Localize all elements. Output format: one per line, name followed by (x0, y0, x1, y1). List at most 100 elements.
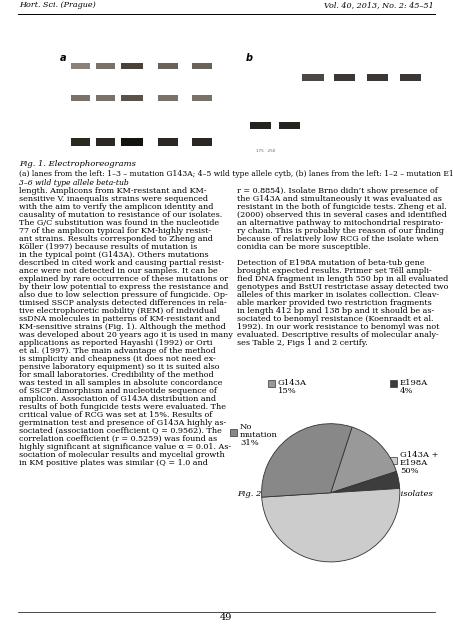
Text: able marker provided two restriction fragments: able marker provided two restriction fra… (237, 299, 432, 307)
Text: genotypes and BstUI restrictase assay detected two: genotypes and BstUI restrictase assay de… (237, 283, 448, 291)
Bar (192, 138, 212, 146)
Text: results of both fungicide tests were evaluated. The: results of both fungicide tests were eva… (19, 403, 226, 411)
Text: (a) lanes from the left: 1–3 – mutation G143A; 4–5 wild type allele cytb, (b) la: (a) lanes from the left: 1–3 – mutation … (19, 170, 453, 178)
Text: 50%: 50% (400, 467, 419, 475)
Text: an alternative pathway to mitochondrial respirato-: an alternative pathway to mitochondrial … (237, 219, 443, 227)
Text: tive electrophoretic mobility (REM) of individual: tive electrophoretic mobility (REM) of i… (19, 307, 217, 315)
Text: 77 of the amplicon typical for KM-highly resist-: 77 of the amplicon typical for KM-highly… (19, 227, 211, 235)
Text: b: b (246, 52, 253, 63)
Text: sociation of molecular results and mycelial growth: sociation of molecular results and mycel… (19, 451, 225, 459)
Wedge shape (331, 427, 396, 493)
Bar (192, 63, 212, 70)
Text: explained by rare occurrence of these mutations or: explained by rare occurrence of these mu… (19, 275, 228, 283)
Text: mutation: mutation (240, 431, 278, 439)
Text: was developed about 20 years ago it is used in many: was developed about 20 years ago it is u… (19, 331, 233, 339)
Text: amplicon. Association of G143A distribution and: amplicon. Association of G143A distribut… (19, 395, 216, 403)
Text: sociated to benomyl resistance (Koenraadt et al.: sociated to benomyl resistance (Koenraad… (237, 315, 434, 323)
Bar (303, 74, 324, 81)
Text: fied DNA fragment in length 550 bp in all evaluated: fied DNA fragment in length 550 bp in al… (237, 275, 448, 283)
Text: ses Table 2, Figs 1 and 2 certify.: ses Table 2, Figs 1 and 2 certify. (237, 339, 368, 347)
Wedge shape (262, 488, 400, 562)
Text: sensitive V. inaequalis strains were sequenced: sensitive V. inaequalis strains were seq… (19, 195, 208, 203)
Text: 31%: 31% (240, 439, 259, 447)
Text: in KM positive plates was similar (Q = 1.0 and: in KM positive plates was similar (Q = 1… (19, 459, 208, 467)
Text: KM-sensitive strains (Fig. 1). Although the method: KM-sensitive strains (Fig. 1). Although … (19, 323, 226, 331)
Text: r = 0.8854). Isolate Brno didn’t show presence of: r = 0.8854). Isolate Brno didn’t show pr… (237, 187, 438, 195)
Bar (192, 95, 212, 101)
Text: ry chain. This is probably the reason of our finding: ry chain. This is probably the reason of… (237, 227, 444, 235)
Text: is simplicity and cheapness (it does not need ex-: is simplicity and cheapness (it does not… (19, 355, 216, 363)
Bar (400, 74, 421, 81)
Text: correlation coefficient (r = 0.5259) was found as: correlation coefficient (r = 0.5259) was… (19, 435, 217, 443)
Bar (121, 63, 143, 70)
Text: 15%: 15% (278, 387, 297, 395)
Text: 4%: 4% (400, 387, 414, 395)
Text: by their low potential to express the resistance and: by their low potential to express the re… (19, 283, 228, 291)
Text: ance were not detected in our samples. It can be: ance were not detected in our samples. I… (19, 267, 218, 275)
Text: for small laboratories. Credibility of the method: for small laboratories. Credibility of t… (19, 371, 214, 379)
Text: in length 412 bp and 138 bp and it should be as-: in length 412 bp and 138 bp and it shoul… (237, 307, 434, 315)
Text: Fig. 1. Electrophoreograms: Fig. 1. Electrophoreograms (19, 160, 136, 168)
Bar (96, 63, 115, 70)
Text: Hort. Sci. (Prague): Hort. Sci. (Prague) (19, 1, 96, 9)
Text: germination test and presence of G143A highly as-: germination test and presence of G143A h… (19, 419, 226, 427)
Text: because of relatively low RCG of the isolate when: because of relatively low RCG of the iso… (237, 235, 439, 243)
Text: ssDNA molecules in patterns of KM-resistant and: ssDNA molecules in patterns of KM-resist… (19, 315, 220, 323)
Text: 1992). In our work resistance to benomyl was not: 1992). In our work resistance to benomyl… (237, 323, 439, 331)
Bar (121, 138, 143, 146)
Text: No: No (240, 423, 252, 431)
Text: E198A: E198A (400, 459, 428, 467)
Text: Detection of E198A mutation of beta-tub gene: Detection of E198A mutation of beta-tub … (237, 259, 424, 267)
Text: evaluated. Descriptive results of molecular analy-: evaluated. Descriptive results of molecu… (237, 331, 439, 339)
Text: length. Amplicons from KM-resistant and KM-: length. Amplicons from KM-resistant and … (19, 187, 207, 195)
Text: Köller (1997) because results of mutation is: Köller (1997) because results of mutatio… (19, 243, 197, 251)
Text: Fig. 2. Distribution of mutation within isolates: Fig. 2. Distribution of mutation within … (237, 490, 433, 498)
Text: brought expected results. Primer set Téll ampli-: brought expected results. Primer set Tél… (237, 267, 432, 275)
Text: G143A: G143A (278, 379, 307, 387)
Wedge shape (331, 472, 400, 493)
Bar (366, 74, 388, 81)
Text: resistant in the both of fungicide tests. Zheng et al.: resistant in the both of fungicide tests… (237, 203, 447, 211)
Text: Vol. 40, 2013, No. 2: 45–51: Vol. 40, 2013, No. 2: 45–51 (324, 1, 434, 9)
Text: causality of mutation to resistance of our isolates.: causality of mutation to resistance of o… (19, 211, 222, 219)
Bar (71, 95, 90, 101)
Bar (71, 138, 90, 146)
Text: a: a (59, 52, 66, 63)
Text: (2000) observed this in several cases and identified: (2000) observed this in several cases an… (237, 211, 447, 219)
Bar (390, 380, 397, 387)
Text: described in cited work and causing partial resist-: described in cited work and causing part… (19, 259, 224, 267)
Text: in the typical point (G143A). Others mutations: in the typical point (G143A). Others mut… (19, 251, 209, 259)
Bar (333, 74, 355, 81)
Text: conidia can be more susceptible.: conidia can be more susceptible. (237, 243, 371, 251)
Text: 49: 49 (220, 613, 232, 622)
Text: of SSCP dimorphism and nucleotide sequence of: of SSCP dimorphism and nucleotide sequen… (19, 387, 217, 395)
Bar (71, 63, 90, 70)
Bar (390, 457, 397, 464)
Text: E198A: E198A (400, 379, 428, 387)
Text: timised SSCP analysis detected differences in rela-: timised SSCP analysis detected differenc… (19, 299, 227, 307)
Bar (96, 138, 115, 146)
Text: was tested in all samples in absolute concordance: was tested in all samples in absolute co… (19, 379, 222, 387)
Bar (158, 138, 178, 146)
Bar (230, 429, 237, 436)
Text: et al. (1997). The main advantage of the method: et al. (1997). The main advantage of the… (19, 347, 216, 355)
Text: critical value of RCG was set at 15%. Results of: critical value of RCG was set at 15%. Re… (19, 411, 212, 419)
Text: with the aim to verify the amplicon identity and: with the aim to verify the amplicon iden… (19, 203, 213, 211)
Text: applications as reported Hayashi (1992) or Orti: applications as reported Hayashi (1992) … (19, 339, 212, 347)
Text: alleles of this marker in isolates collection. Cleav-: alleles of this marker in isolates colle… (237, 291, 439, 299)
Text: the G143A and simultaneously it was evaluated as: the G143A and simultaneously it was eval… (237, 195, 442, 203)
Text: 3–6 wild type allele beta-tub: 3–6 wild type allele beta-tub (19, 179, 129, 187)
Text: ant strains. Results corresponded to Zheng and: ant strains. Results corresponded to Zhe… (19, 235, 213, 243)
Text: 175   250: 175 250 (255, 149, 275, 154)
Text: The G/C substitution was found in the nucleotide: The G/C substitution was found in the nu… (19, 219, 219, 227)
Bar (279, 122, 300, 129)
Text: highly significant at significance value α = 0.01. As-: highly significant at significance value… (19, 443, 231, 451)
Text: pensive laboratory equipment) so it is suited also: pensive laboratory equipment) so it is s… (19, 363, 220, 371)
Bar (96, 95, 115, 101)
Wedge shape (261, 424, 352, 497)
Bar (158, 63, 178, 70)
Bar (121, 95, 143, 101)
Bar (250, 122, 271, 129)
Bar (268, 380, 275, 387)
Text: G143A +: G143A + (400, 451, 439, 459)
